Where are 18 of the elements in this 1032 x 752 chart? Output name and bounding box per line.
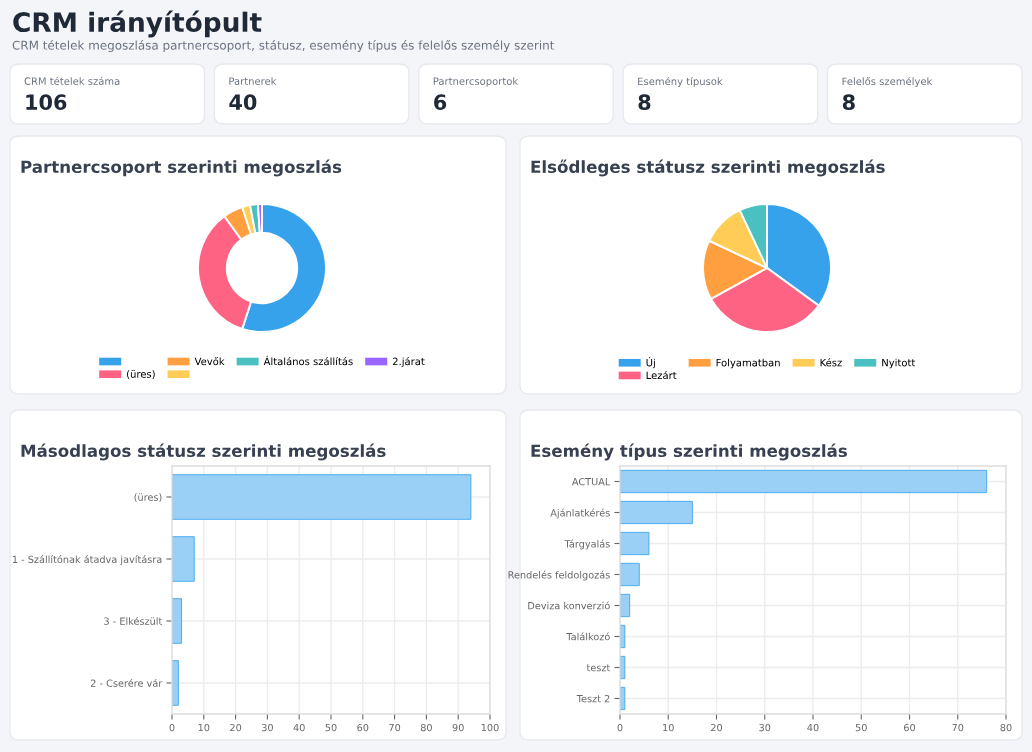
text: 8: [638, 94, 651, 111]
chart-title: Partnercsoport szerinti megoszlás: [21, 159, 342, 177]
chart-title: Elsődleges státusz szerinti megoszlás: [531, 159, 885, 177]
bar: [172, 598, 182, 644]
bar: [172, 474, 472, 520]
text: 8: [842, 94, 855, 111]
bar: [620, 500, 693, 525]
text: 40: [229, 94, 257, 111]
chart-title: Másodlagos státusz szerinti megoszlás: [21, 443, 386, 461]
bar: [172, 536, 195, 582]
text: CRM irányítópult: [13, 10, 262, 38]
text: 6: [434, 94, 447, 111]
bar: [620, 562, 640, 587]
text: 106: [26, 94, 67, 111]
bar: [620, 531, 650, 556]
bar: [172, 660, 179, 706]
bar: [620, 469, 988, 494]
chart-title: Esemény típus szerinti megoszlás: [531, 443, 847, 461]
